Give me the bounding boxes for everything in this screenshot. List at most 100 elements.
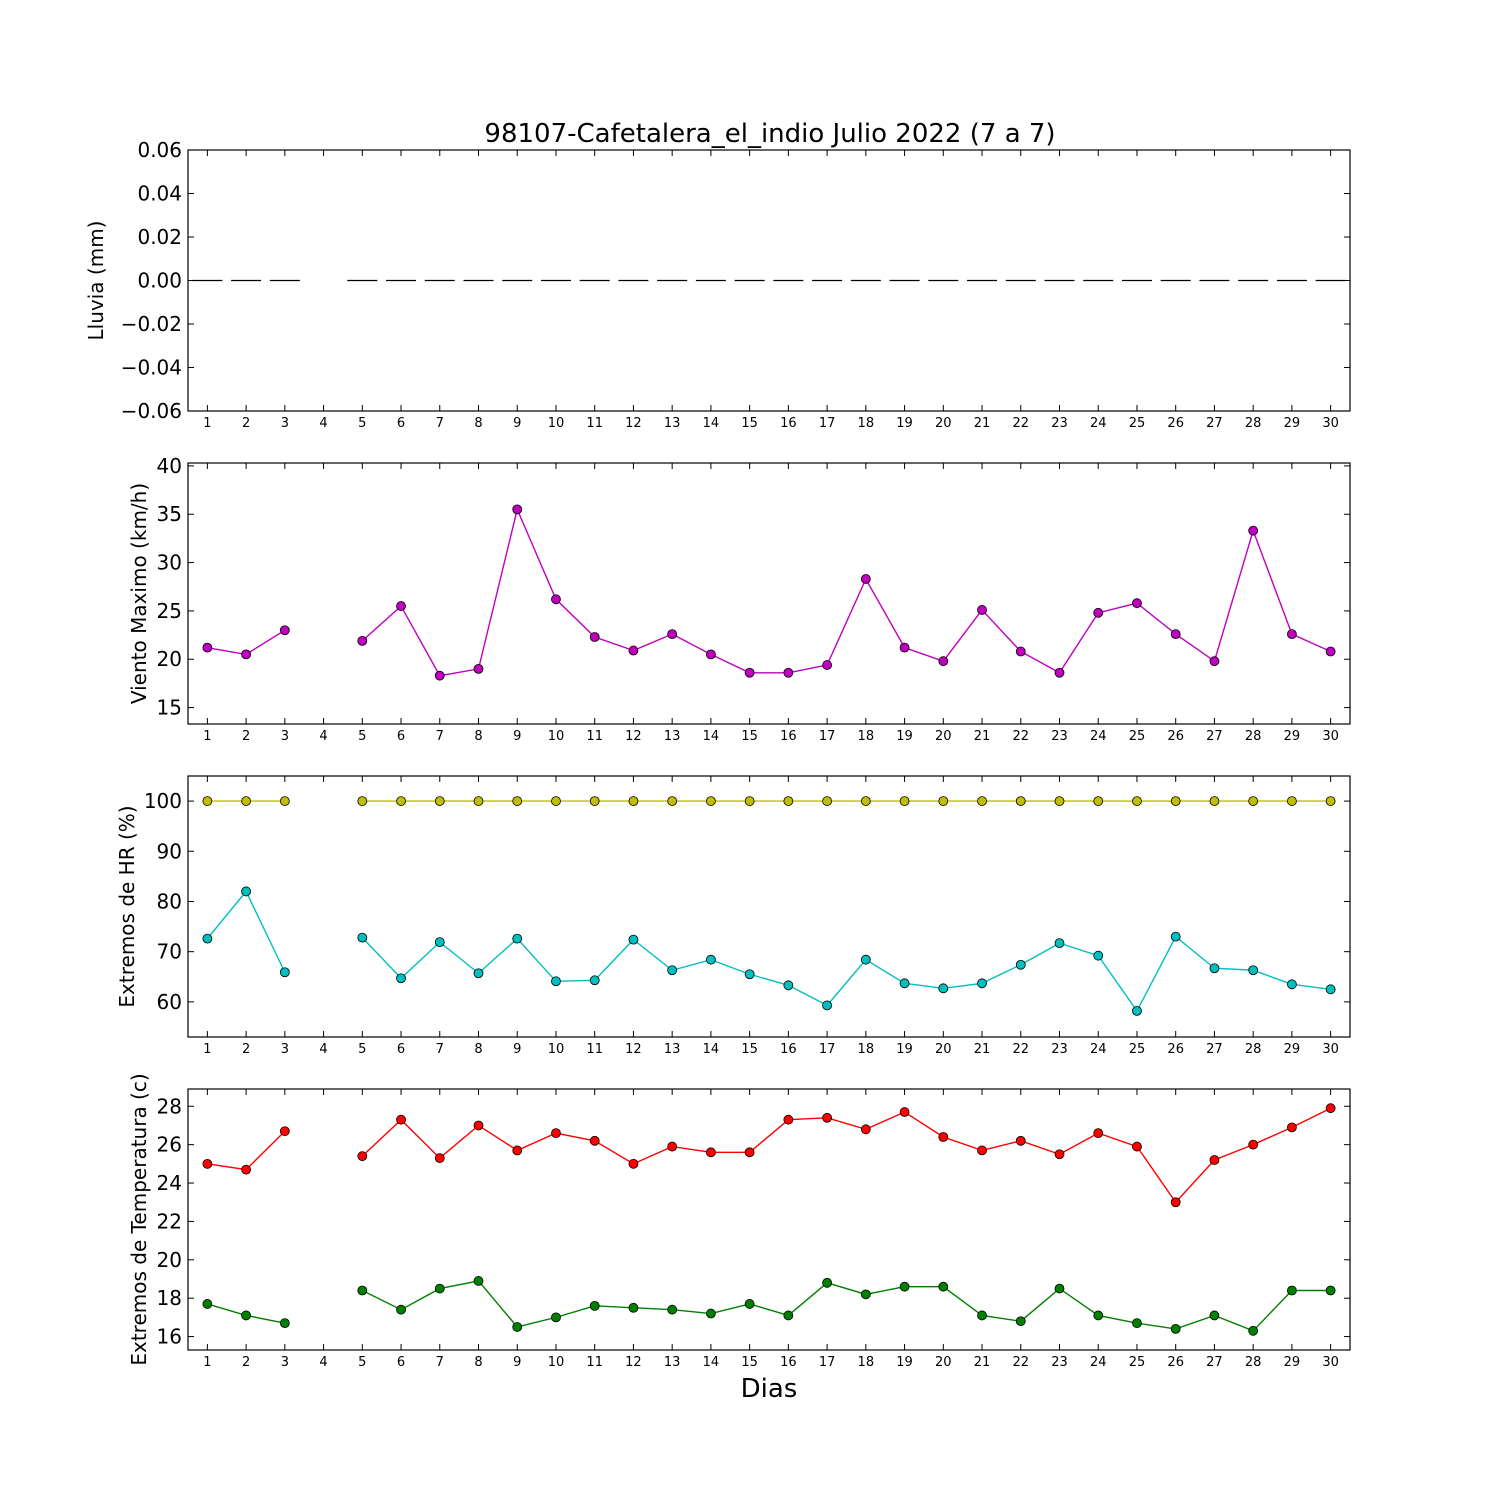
data-point: [1287, 1285, 1297, 1296]
x-tick-label: 24: [1090, 1042, 1107, 1057]
data-point: [396, 1114, 406, 1125]
data-point: [977, 1145, 987, 1156]
x-tick-label: 29: [1284, 1355, 1301, 1370]
data-point: [1054, 796, 1065, 806]
data-point: [1325, 1285, 1336, 1296]
data-point: [667, 965, 678, 976]
x-tick-label: 13: [664, 1042, 681, 1057]
x-tick-label: 3: [281, 416, 289, 431]
y-tick-label: 28: [157, 1094, 182, 1118]
data-point: [860, 1289, 871, 1300]
y-tick-label: 20: [157, 647, 182, 671]
data-point: [783, 980, 794, 991]
data-point: [589, 1135, 600, 1146]
data-point: [473, 968, 484, 979]
x-tick-label: 28: [1245, 1355, 1262, 1370]
x-tick-label: 13: [664, 416, 681, 431]
x-tick-label: 14: [703, 416, 720, 431]
data-point: [589, 1300, 600, 1311]
data-point: [1248, 1139, 1259, 1150]
x-tick-label: 26: [1167, 1042, 1184, 1057]
x-tick-label: 15: [741, 416, 758, 431]
data-point: [279, 1126, 290, 1137]
x-tick-label: 24: [1090, 416, 1107, 431]
x-tick-label: 6: [397, 416, 405, 431]
data-point: [202, 1299, 213, 1309]
x-tick-label: 21: [974, 729, 991, 744]
data-point: [744, 1147, 755, 1158]
x-tick-label: 5: [358, 416, 366, 431]
plot-frame: [187, 149, 1351, 412]
y-tick-label: 0.06: [137, 138, 182, 162]
data-point: [1015, 1316, 1026, 1327]
y-tick-label: 26: [157, 1133, 182, 1157]
x-tick-label: 22: [1012, 1355, 1029, 1370]
series-line-1: [361, 507, 1331, 677]
data-point: [1093, 1128, 1104, 1139]
x-tick-label: 2: [242, 1355, 250, 1370]
x-tick-label: 16: [780, 1042, 797, 1057]
data-point: [1325, 1103, 1336, 1114]
data-point: [706, 954, 716, 965]
data-point: [512, 1322, 523, 1332]
data-point: [202, 933, 213, 944]
data-point: [396, 601, 406, 611]
y-tick-label: 40: [157, 454, 182, 478]
data-point: [977, 796, 987, 806]
x-tick-label: 12: [625, 729, 642, 744]
x-tick-label: 11: [586, 729, 603, 744]
data-point: [744, 969, 755, 980]
data-point: [589, 796, 600, 806]
data-point: [1054, 1149, 1065, 1160]
chart-title: 98107-Cafetalera_el_indio Julio 2022 (7 …: [484, 119, 1055, 149]
x-tick-label: 9: [513, 416, 521, 431]
x-tick-label: 1: [203, 1042, 211, 1057]
data-point: [1093, 607, 1104, 618]
x-tick-label: 28: [1245, 416, 1262, 431]
x-tick-label: 16: [780, 416, 797, 431]
x-tick-label: 12: [625, 1042, 642, 1057]
data-point: [473, 1276, 484, 1286]
x-tick-label: 14: [703, 1355, 720, 1370]
data-point: [434, 796, 445, 806]
series-line-2: [206, 890, 286, 973]
x-tick-label: 3: [281, 729, 289, 744]
data-point: [1054, 1283, 1065, 1294]
data-point: [241, 649, 252, 660]
x-tick-label: 29: [1284, 729, 1301, 744]
x-tick-label: 20: [935, 1042, 952, 1057]
data-point: [1209, 963, 1220, 974]
data-point: [977, 1310, 987, 1321]
x-tick-label: 8: [474, 416, 482, 431]
data-point: [783, 1310, 794, 1321]
data-point: [1170, 1323, 1181, 1334]
x-tick-label: 27: [1206, 1355, 1223, 1370]
data-point: [434, 670, 445, 681]
data-point: [1325, 646, 1336, 657]
y-tick-label: 16: [157, 1325, 182, 1349]
data-point: [899, 1107, 910, 1117]
data-point: [512, 796, 523, 806]
x-tick-label: 9: [513, 1042, 521, 1057]
y-tick-label: 90: [157, 839, 182, 863]
y-axis-label: Lluvia (mm): [84, 221, 108, 341]
y-tick-label: 0.00: [137, 269, 182, 293]
data-point: [822, 1277, 832, 1288]
x-tick-label: 10: [548, 416, 565, 431]
x-tick-label: 30: [1322, 1042, 1339, 1057]
x-tick-label: 30: [1322, 416, 1339, 431]
data-point: [1287, 1122, 1297, 1133]
y-axis-label: Extremos de Temperatura (c): [127, 1073, 151, 1365]
x-tick-label: 27: [1206, 729, 1223, 744]
y-tick-label: 15: [157, 696, 182, 720]
x-tick-label: 21: [974, 1042, 991, 1057]
plot-frame: [187, 462, 1351, 725]
data-point: [279, 967, 290, 978]
data-point: [899, 978, 910, 989]
x-tick-label: 26: [1167, 1355, 1184, 1370]
data-point: [1170, 629, 1181, 639]
x-tick-label: 7: [436, 1042, 444, 1057]
